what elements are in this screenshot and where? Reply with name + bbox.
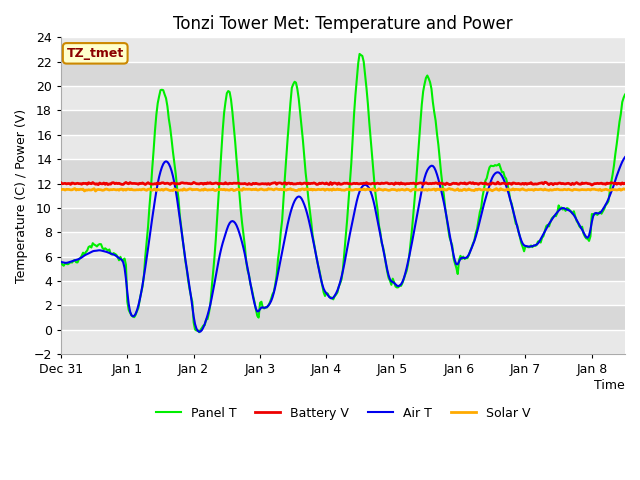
Bar (61, 330, 625, 354)
Y-axis label: Temperature (C) / Power (V): Temperature (C) / Power (V) (15, 108, 28, 283)
Text: TZ_tmet: TZ_tmet (67, 47, 124, 60)
Bar (61, 305, 625, 330)
Bar (61, 281, 625, 305)
Bar (61, 159, 625, 183)
Legend: Panel T, Battery V, Air T, Solar V: Panel T, Battery V, Air T, Solar V (151, 402, 535, 424)
Bar (61, 62, 625, 86)
Bar (61, 232, 625, 257)
Bar (61, 135, 625, 159)
Bar (61, 183, 625, 208)
Bar (61, 86, 625, 110)
Bar (61, 110, 625, 135)
Text: Time: Time (595, 380, 625, 393)
Bar (61, 208, 625, 232)
Title: Tonzi Tower Met: Temperature and Power: Tonzi Tower Met: Temperature and Power (173, 15, 513, 33)
Bar (61, 37, 625, 62)
Bar (61, 257, 625, 281)
